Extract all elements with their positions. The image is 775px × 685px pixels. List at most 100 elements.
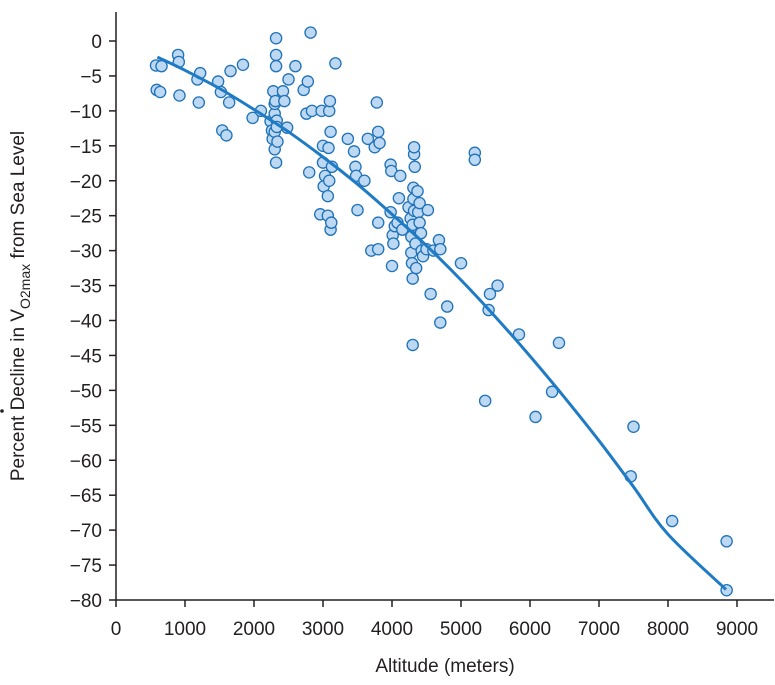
data-point [220,129,233,142]
x-tick-label: 7000 [578,619,620,640]
data-point [351,203,364,217]
x-tick-label: 0 [111,619,122,640]
x-tick-label: 9000 [716,619,758,640]
data-point [324,125,337,139]
y-tick-label: −15 [70,137,102,158]
data-point [269,48,283,62]
data-point [325,216,338,229]
y-tick-label: −40 [70,312,102,333]
y-tick-label: −5 [80,67,102,88]
trend-line [156,55,728,591]
y-tick-label: −80 [70,591,102,612]
y-axis: 0 −5 −10 −15 −20 −25 −30 −35 −40 −45 −50 −55 −60 −65 −… [70,12,117,612]
data-point [407,140,421,154]
data-point [392,191,406,205]
y-axis-title-suffix: from Sea Level [8,131,29,264]
y-tick-label: −30 [70,242,102,263]
data-point [545,385,559,399]
data-point [373,136,386,150]
data-point [173,89,186,102]
y-tick-label: −25 [70,207,102,228]
data-point [387,237,400,250]
data-point [413,216,426,229]
data-point [361,132,375,146]
data-point [408,160,422,174]
data-point [269,156,283,169]
data-point [358,174,371,187]
data-point [370,96,384,109]
data-point [236,58,250,72]
data-point [627,420,640,433]
y-tick-label: −55 [70,416,102,437]
data-point [720,535,733,548]
y-axis-title-prefix: Percent Decline in [8,322,29,481]
y-tick-label: −20 [70,172,102,193]
x-ticks: 0 1000 2000 3000 4000 5000 6000 7000 8000 9000 [111,600,758,640]
data-point [406,272,419,285]
y-tick-label: −45 [70,346,102,367]
data-point [529,410,542,424]
data-point [329,57,342,70]
data-point [323,94,337,108]
data-points [149,26,733,597]
data-point [347,145,361,158]
data-point [483,287,497,301]
y-axis-title: Percent Decline in VO2max from Sea Level [8,131,33,481]
x-tick-label: 8000 [647,619,689,640]
data-point [192,96,206,109]
data-point [321,189,335,203]
x-tick-label: 1000 [164,619,206,640]
data-point [409,261,423,275]
y-ticks: 0 −5 −10 −15 −20 −25 −30 −35 −40 −45 −50 −55 −60 −65 −… [70,32,116,612]
data-point [411,184,424,198]
data-point [552,336,566,350]
data-point [512,328,526,341]
data-point [322,174,336,187]
data-point [468,153,482,167]
data-point [371,216,385,229]
data-point [406,338,419,352]
data-point [421,203,435,217]
x-tick-label: 6000 [509,619,551,640]
y-tick-label: 0 [91,32,102,53]
data-point [222,96,236,109]
data-point [289,59,302,73]
x-axis-title: Altitude (meters) [375,656,514,677]
y-tick-label: −60 [70,451,102,472]
data-point [271,135,284,148]
data-point [371,125,385,139]
data-point [371,242,385,256]
data-point [269,59,283,73]
data-point [153,85,167,99]
data-point [282,73,295,86]
data-point [434,242,447,256]
y-tick-label: −35 [70,277,102,298]
data-point [440,300,454,313]
data-point [302,166,316,179]
data-point [246,111,259,125]
v-dot-icon [0,409,4,413]
y-tick-label: −50 [70,381,102,402]
data-point [224,64,237,78]
x-tick-label: 4000 [371,619,413,640]
data-point [341,132,355,146]
data-point [269,31,283,45]
data-point [434,316,447,329]
data-point [454,256,468,270]
y-axis-title-symbol: V [8,309,29,322]
y-tick-label: −65 [70,486,102,507]
y-tick-label: −75 [70,556,102,577]
data-point [278,94,291,108]
data-point [424,287,437,301]
data-point [491,279,504,292]
y-axis-title-subscript: O2max [17,264,33,309]
x-axis: 0 1000 2000 3000 4000 5000 6000 7000 8000 9000 [111,599,774,640]
data-point [413,196,426,210]
data-point [394,169,407,183]
y-tick-label: −10 [70,102,102,123]
data-point [665,514,679,528]
data-point [322,141,335,155]
x-tick-label: 3000 [302,619,344,640]
y-tick-label: −70 [70,521,102,542]
